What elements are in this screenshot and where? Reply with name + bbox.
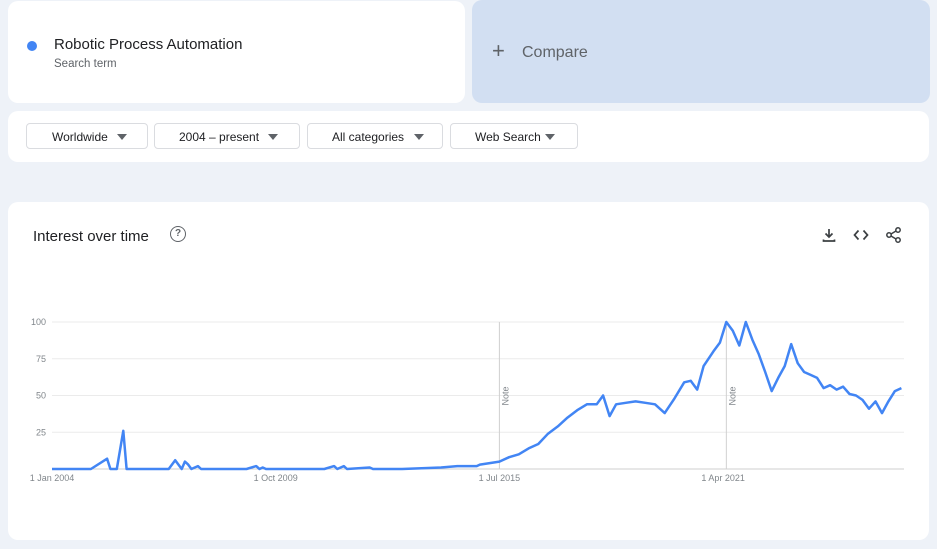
chevron-down-icon: [117, 134, 127, 140]
embed-code-icon[interactable]: [852, 226, 870, 244]
note-label: Note: [727, 386, 737, 405]
category-filter-dropdown[interactable]: All categories: [307, 123, 443, 149]
card-title: Interest over time: [33, 228, 149, 245]
y-tick-label: 50: [36, 391, 46, 401]
share-icon[interactable]: [885, 226, 903, 244]
chevron-down-icon: [545, 134, 555, 140]
search-term-label: Search term: [54, 58, 117, 70]
term-color-dot: [27, 41, 37, 51]
x-tick-label: 1 Jan 2004: [30, 473, 75, 483]
compare-label: Compare: [522, 44, 588, 61]
y-tick-label: 25: [36, 427, 46, 437]
search-term-card[interactable]: Robotic Process Automation Search term: [8, 1, 465, 103]
x-tick-label: 1 Apr 2021: [701, 473, 745, 483]
plus-icon: +: [492, 38, 505, 63]
y-tick-label: 100: [31, 317, 46, 327]
y-tick-label: 75: [36, 354, 46, 364]
filter-bar: Worldwide 2004 – present All categories …: [8, 111, 929, 162]
region-filter-dropdown[interactable]: Worldwide: [26, 123, 148, 149]
chevron-down-icon: [268, 134, 278, 140]
note-label: Note: [500, 386, 510, 405]
search-type-filter-label: Web Search: [475, 130, 541, 144]
interest-over-time-card: Interest over time ? 100 75 50 25 1 Jan 2004…: [8, 202, 929, 540]
search-type-filter-dropdown[interactable]: Web Search: [450, 123, 578, 149]
help-icon[interactable]: ?: [170, 226, 186, 242]
chevron-down-icon: [414, 134, 424, 140]
search-term-name[interactable]: Robotic Process Automation: [54, 36, 243, 53]
interest-line-chart: 100 75 50 25 1 Jan 2004 1 Oct 2009 1 Jul 2015 1…: [30, 317, 904, 483]
x-tick-label: 1 Oct 2009: [254, 473, 298, 483]
time-range-filter-label: 2004 – present: [179, 130, 260, 144]
region-filter-label: Worldwide: [52, 130, 108, 144]
compare-button[interactable]: + Compare: [472, 0, 930, 103]
category-filter-label: All categories: [332, 130, 405, 144]
x-tick-label: 1 Jul 2015: [479, 473, 521, 483]
download-icon[interactable]: [820, 226, 838, 244]
time-range-filter-dropdown[interactable]: 2004 – present: [154, 123, 300, 149]
series-line: [52, 320, 902, 471]
